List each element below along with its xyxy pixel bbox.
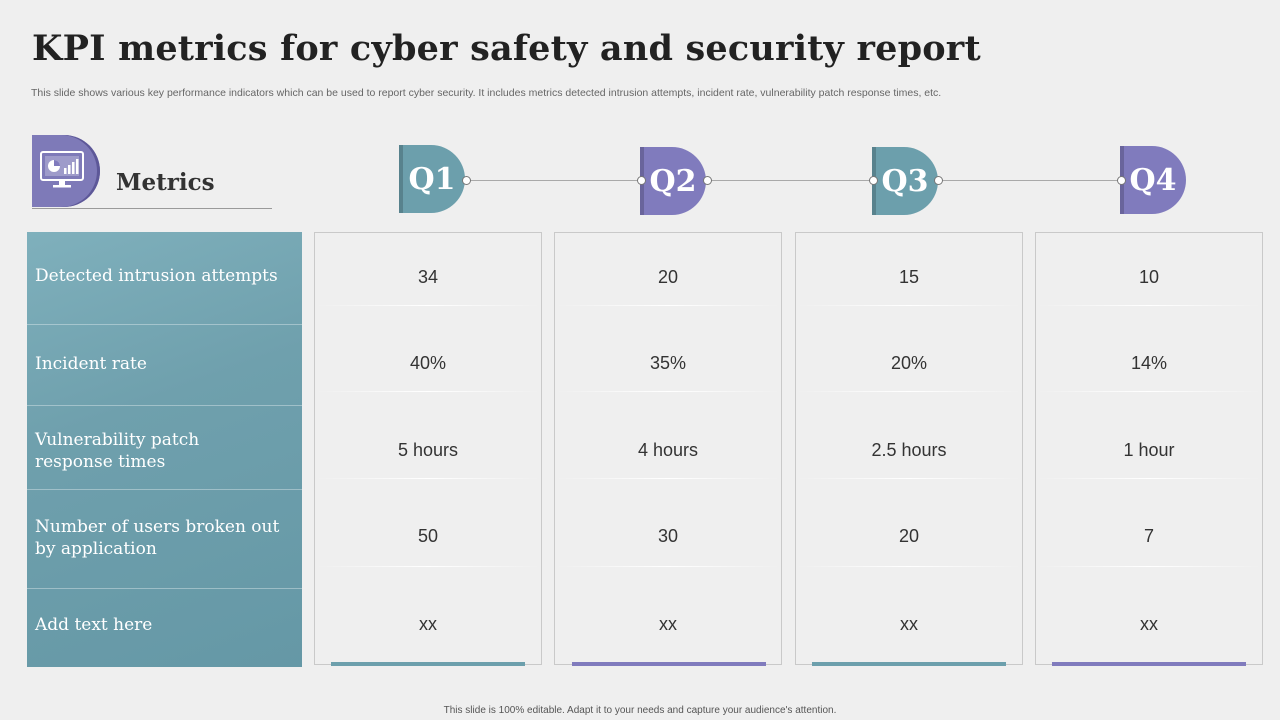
value-cell: 35% <box>649 353 687 373</box>
column-accent-bar <box>1052 662 1246 666</box>
page-title: KPI metrics for cyber safety and securit… <box>32 28 981 69</box>
metric-label: Vulnerability patch response times <box>35 430 200 472</box>
quarter-badge-q4: Q4 <box>1120 146 1186 214</box>
cell-divider <box>555 478 781 479</box>
connector-dot <box>637 176 646 185</box>
column-accent-bar <box>331 662 525 666</box>
metric-label: Detected intrusion attempts <box>35 266 278 286</box>
cell-divider <box>315 391 541 392</box>
value-cell: 50 <box>417 526 439 546</box>
quarter-column-q3: 15 20% 2.5 hours 20 xx <box>795 232 1023 666</box>
metrics-column: Detected intrusion attempts Incident rat… <box>27 232 302 667</box>
cell-divider <box>315 566 541 567</box>
quarter-connector-line <box>707 180 873 181</box>
metrics-underline <box>32 208 272 209</box>
quarter-column-q1: 34 40% 5 hours 50 xx <box>314 232 542 666</box>
value-cell: 1 hour <box>1123 440 1175 460</box>
cell-divider <box>555 305 781 306</box>
metric-label: Incident rate <box>35 354 147 374</box>
footer-note: This slide is 100% editable. Adapt it to… <box>443 705 837 716</box>
cell-divider <box>1036 305 1262 306</box>
metrics-badge <box>32 135 100 207</box>
quarter-connector-line <box>938 180 1121 181</box>
cell-divider <box>1036 566 1262 567</box>
column-accent-bar <box>812 662 1006 666</box>
value-cell: 10 <box>1138 267 1160 287</box>
cell-divider <box>796 478 1022 479</box>
cell-divider <box>555 566 781 567</box>
quarter-column-q4: 10 14% 1 hour 7 xx <box>1035 232 1263 666</box>
value-cell: 2.5 hours <box>871 440 947 460</box>
value-cell: 20% <box>890 353 928 373</box>
cell-divider <box>555 391 781 392</box>
metric-label: Number of users broken out by applicatio… <box>35 517 280 559</box>
quarter-connector-line <box>466 180 642 181</box>
value-cell: 34 <box>417 267 439 287</box>
value-cell: xx <box>659 614 677 634</box>
connector-dot <box>869 176 878 185</box>
value-cell: 40% <box>409 353 447 373</box>
cell-divider <box>315 305 541 306</box>
metric-divider <box>27 324 302 325</box>
cell-divider <box>796 305 1022 306</box>
quarter-badge-q2: Q2 <box>640 147 706 215</box>
quarter-column-q2: 20 35% 4 hours 30 xx <box>554 232 782 666</box>
value-cell: xx <box>419 614 437 634</box>
value-cell: 20 <box>898 526 920 546</box>
metric-label: Add text here <box>35 615 153 635</box>
value-cell: 5 hours <box>397 440 459 460</box>
quarter-badge-q3: Q3 <box>872 147 938 215</box>
quarter-badge-q1: Q1 <box>399 145 465 213</box>
column-accent-bar <box>572 662 766 666</box>
metrics-header: Metrics <box>116 169 215 196</box>
connector-dot <box>462 176 471 185</box>
cell-divider <box>315 478 541 479</box>
metric-divider <box>27 588 302 589</box>
value-cell: xx <box>900 614 918 634</box>
metric-divider <box>27 489 302 490</box>
connector-dot <box>934 176 943 185</box>
value-cell: xx <box>1140 614 1158 634</box>
value-cell: 7 <box>1143 526 1154 546</box>
monitor-chart-icon <box>40 151 84 188</box>
cell-divider <box>796 566 1022 567</box>
value-cell: 15 <box>898 267 920 287</box>
value-cell: 14% <box>1130 353 1168 373</box>
cell-divider <box>796 391 1022 392</box>
cell-divider <box>1036 478 1262 479</box>
value-cell: 30 <box>657 526 679 546</box>
value-cell: 4 hours <box>637 440 699 460</box>
page-subtitle: This slide shows various key performance… <box>31 87 942 99</box>
cell-divider <box>1036 391 1262 392</box>
metric-divider <box>27 405 302 406</box>
value-cell: 20 <box>657 267 679 287</box>
connector-dot <box>703 176 712 185</box>
connector-dot <box>1117 176 1126 185</box>
